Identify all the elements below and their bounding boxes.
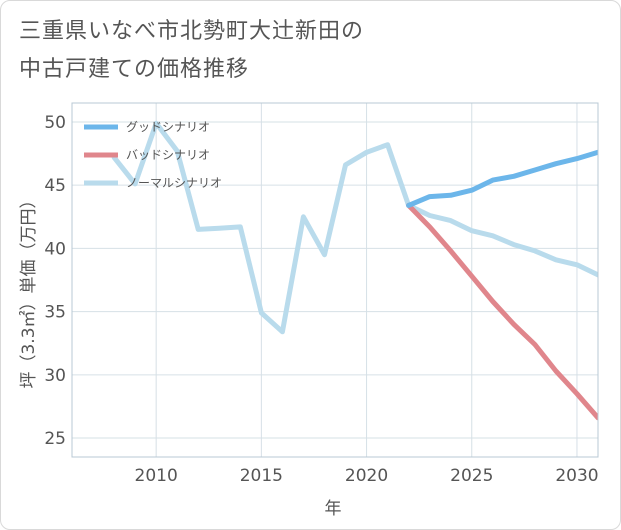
chart-title-line-1: 三重県いなべ市北勢町大辻新田の [19, 19, 365, 44]
chart-title: 三重県いなべ市北勢町大辻新田の 中古戸建ての価格推移 [19, 13, 609, 89]
chart-title-line-2: 中古戸建ての価格推移 [19, 57, 250, 82]
x-tick-label: 2020 [345, 466, 388, 486]
x-tick-label: 2010 [135, 466, 178, 486]
y-tick-label: 35 [44, 303, 66, 323]
series-line-0 [406, 149, 598, 208]
y-tick-label: 40 [44, 239, 66, 259]
plot-frame [71, 102, 599, 458]
series-layer [111, 120, 598, 421]
x-axis-label: 年 [325, 499, 342, 519]
grid-layer [72, 103, 598, 457]
legend-label-0: グッドシナリオ [126, 120, 210, 134]
legend-label-2: ノーマルシナリオ [126, 176, 222, 190]
y-tick-label: 45 [44, 176, 66, 196]
y-axis-label: 坪（3.3㎡）単価（万円） [19, 191, 39, 388]
legend-label-1: バッドシナリオ [126, 148, 210, 162]
series-line-2 [111, 120, 598, 335]
series-line-1 [406, 202, 598, 421]
y-tick-label: 25 [44, 429, 66, 449]
x-tick-label: 2030 [555, 466, 598, 486]
tick-layer: 25 30 35 40 45 50 2010 2015 2020 2025 2030 [44, 113, 598, 486]
x-tick-label: 2015 [240, 466, 283, 486]
y-tick-label: 30 [44, 366, 66, 386]
y-tick-label: 50 [44, 113, 66, 133]
x-tick-label: 2025 [450, 466, 493, 486]
